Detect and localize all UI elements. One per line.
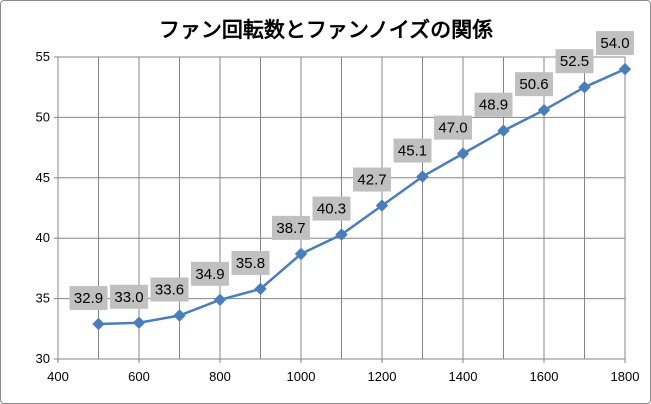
data-point-marker [294, 247, 308, 261]
x-tick-label: 1800 [611, 369, 640, 384]
data-point-marker [92, 317, 105, 331]
data-point-marker [537, 103, 551, 117]
x-tick-label: 1400 [449, 369, 478, 384]
data-label-background [191, 261, 229, 286]
x-tick-label: 400 [47, 369, 69, 384]
x-tick-label: 1200 [368, 369, 397, 384]
data-label: 35.8 [236, 255, 265, 272]
data-label-background [353, 167, 391, 192]
y-tick-label: 55 [36, 49, 50, 64]
data-point-marker [254, 282, 267, 296]
data-label: 34.9 [195, 266, 224, 283]
data-label: 32.9 [74, 290, 103, 307]
data-point-marker [618, 62, 632, 76]
data-label: 48.9 [479, 97, 508, 114]
x-tick-label: 1000 [287, 369, 316, 384]
data-point-marker [416, 170, 429, 183]
data-label-background [272, 215, 310, 240]
data-label: 54.0 [600, 35, 629, 52]
data-label: 50.6 [519, 76, 548, 93]
data-point-marker [335, 228, 348, 241]
data-label-background [555, 49, 594, 74]
data-point-marker [213, 293, 227, 307]
data-point-marker [132, 316, 146, 329]
data-label-background [69, 285, 108, 310]
data-label: 38.7 [276, 220, 305, 237]
data-label-background [596, 31, 634, 56]
data-label: 42.7 [357, 172, 386, 189]
data-label: 33.6 [155, 282, 184, 299]
data-label: 45.1 [398, 143, 427, 160]
data-label-layer: 32.9 33.0 33.6 34.9 35.8 38.7 40.3 42.7 45.1 47.0… [69, 31, 634, 310]
data-label: 40.3 [317, 201, 346, 218]
y-tick-label: 35 [36, 291, 50, 306]
data-label-background [231, 250, 270, 275]
data-point-marker [173, 309, 186, 322]
data-point-marker [375, 199, 389, 212]
data-label: 33.0 [114, 289, 143, 306]
y-tick-label: 30 [36, 351, 50, 366]
data-label: 47.0 [438, 120, 467, 137]
axis-layer: 30 35 40 45 50 55 400 600 800 1000 1200 1400 1600 180… [36, 49, 640, 384]
data-label: 52.5 [560, 53, 589, 70]
data-label-background [150, 277, 189, 302]
data-label-background [474, 92, 513, 117]
y-tick-label: 50 [36, 109, 50, 124]
y-tick-label: 40 [36, 230, 50, 245]
data-label-background [515, 72, 553, 97]
x-tick-label: 600 [128, 369, 150, 384]
chart-title: ファン回転数とファンノイズの関係 [159, 18, 493, 42]
series-layer [92, 62, 632, 331]
data-label-background [110, 284, 148, 309]
x-tick-label: 800 [209, 369, 231, 384]
data-label-background [434, 115, 472, 140]
series-line [98, 67, 626, 326]
data-label-background [393, 138, 432, 163]
data-point-marker [456, 147, 470, 160]
data-point-marker [497, 124, 510, 137]
y-tick-label: 45 [36, 170, 50, 185]
data-label-background [312, 196, 351, 221]
x-tick-label: 1600 [530, 369, 559, 384]
data-point-marker [578, 80, 591, 94]
